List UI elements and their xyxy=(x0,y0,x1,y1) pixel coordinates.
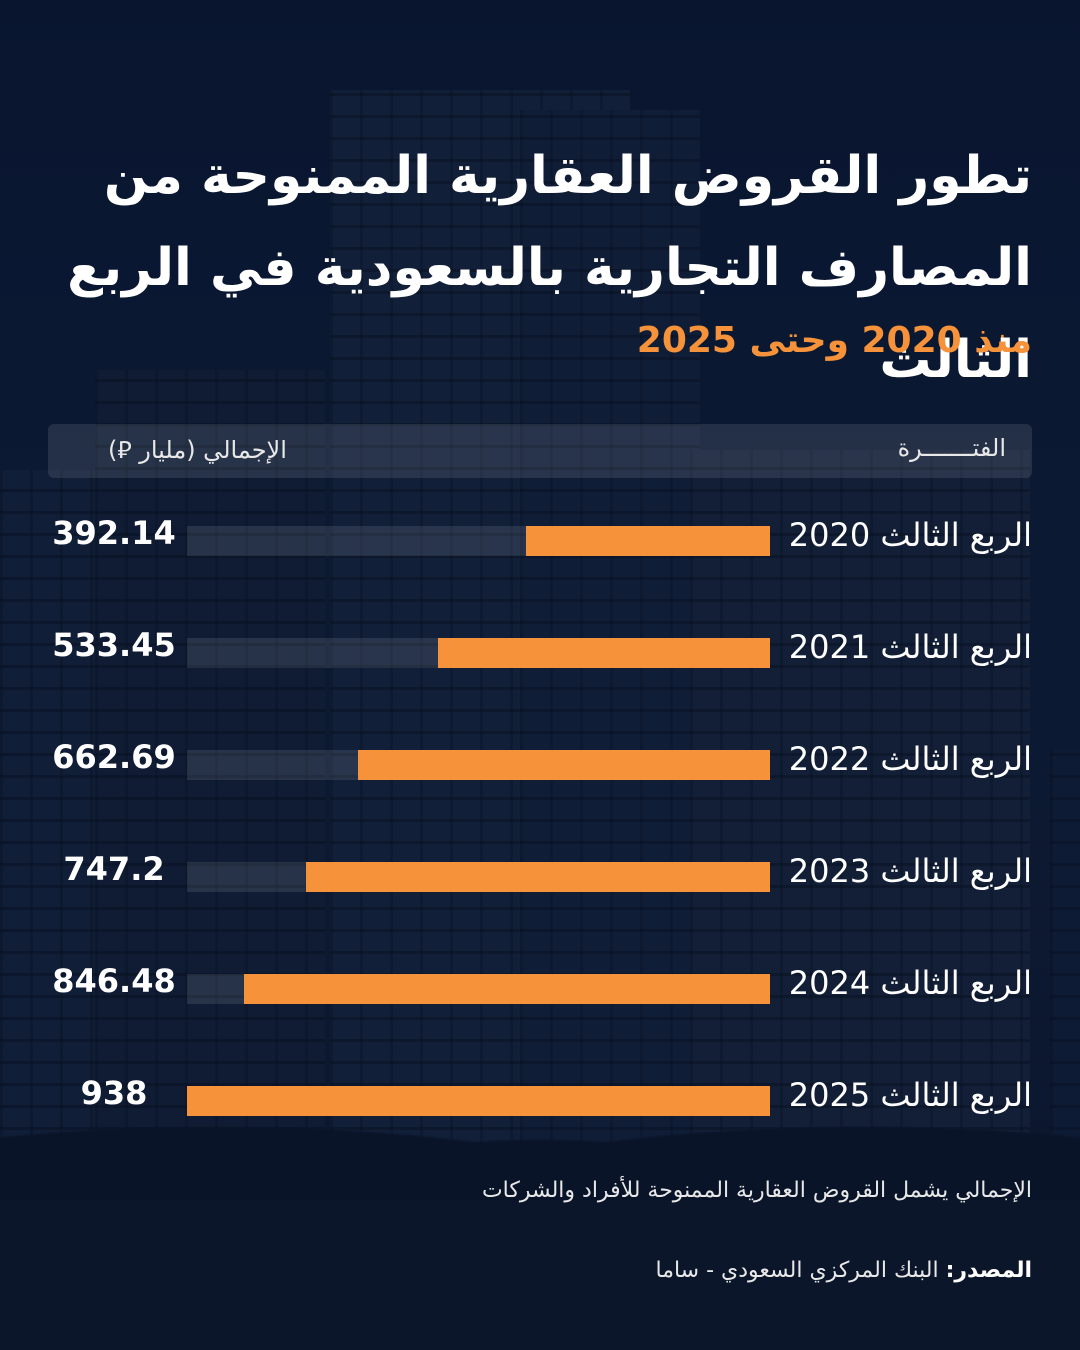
bar-track xyxy=(187,1086,770,1116)
bar xyxy=(526,526,770,556)
chart-subtitle: منذ 2020 وحتى 2025 xyxy=(636,320,1032,361)
source-line: المصدر: البنك المركزي السعودي - ساما xyxy=(655,1258,1032,1283)
period-column-header: الفتـــــــرة xyxy=(897,434,1006,462)
bar-track xyxy=(187,526,770,556)
bar-track xyxy=(187,974,770,1004)
footnote: الإجمالي يشمل القروض العقارية الممنوحة ل… xyxy=(481,1178,1032,1203)
bar-value-label: 846.48 xyxy=(52,962,176,1000)
total-column-header: الإجمالي (مليار ⃁) xyxy=(108,436,287,464)
bar-value-label: 392.14 xyxy=(52,514,176,552)
chart-title: تطور القروض العقارية الممنوحة من المصارف… xyxy=(67,146,1032,390)
bar-value-label: 747.2 xyxy=(63,850,165,888)
bar-value-label: 938 xyxy=(80,1074,148,1112)
bar xyxy=(305,862,770,892)
bar xyxy=(438,638,770,668)
bar xyxy=(187,1086,770,1116)
bar-label: الربع الثالث 2020 xyxy=(788,516,1032,554)
bar-label: الربع الثالث 2022 xyxy=(788,740,1032,778)
source-label: المصدر: xyxy=(945,1258,1032,1283)
bar-track xyxy=(187,750,770,780)
bar-value-label: 533.45 xyxy=(52,626,176,664)
table-header: الفتـــــــرة الإجمالي (مليار ⃁) xyxy=(48,424,1032,478)
bar-label: الربع الثالث 2025 xyxy=(788,1076,1032,1114)
source-text: البنك المركزي السعودي - ساما xyxy=(655,1258,946,1283)
bar-label: الربع الثالث 2024 xyxy=(788,964,1032,1002)
bar-track xyxy=(187,862,770,892)
bar-label: الربع الثالث 2023 xyxy=(788,852,1032,890)
bar xyxy=(243,974,770,1004)
bar-value-label: 662.69 xyxy=(52,738,176,776)
bar xyxy=(358,750,770,780)
bar-label: الربع الثالث 2021 xyxy=(788,628,1032,666)
bar-track xyxy=(187,638,770,668)
